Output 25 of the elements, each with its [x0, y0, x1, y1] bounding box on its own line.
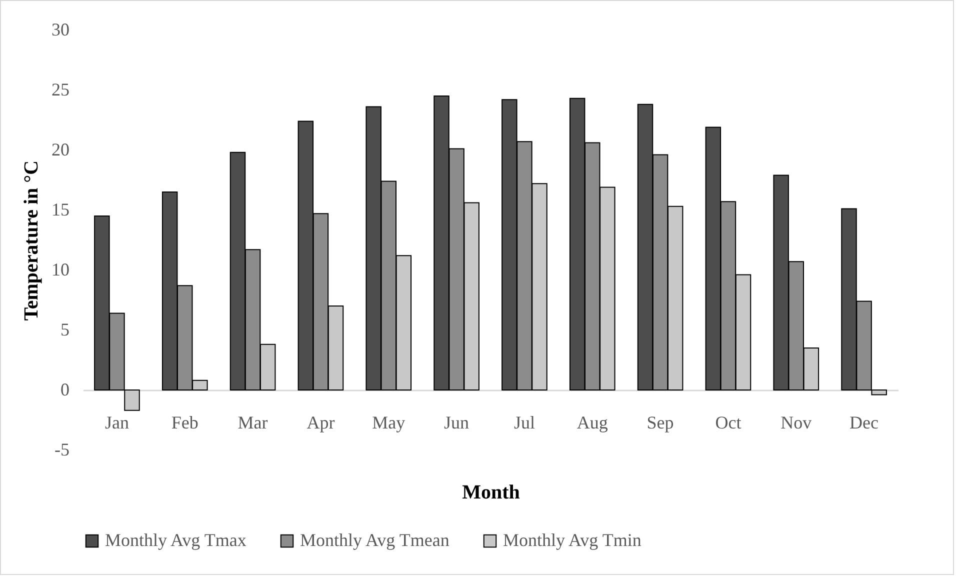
legend-label: Monthly Avg Tmin: [503, 530, 642, 550]
y-tick-label: -5: [54, 440, 70, 460]
x-tick-label: Apr: [306, 412, 335, 432]
legend-label: Monthly Avg Tmean: [300, 530, 450, 550]
legend-label: Monthly Avg Tmax: [105, 530, 246, 550]
y-tick-label: 30: [52, 20, 70, 40]
x-tick-label: Jun: [444, 412, 470, 432]
y-tick-label: 25: [52, 80, 70, 100]
x-tick-label: Nov: [780, 412, 812, 432]
x-tick-label: Jul: [514, 412, 535, 432]
x-tick-label: May: [372, 412, 406, 432]
x-tick-label: Mar: [238, 412, 268, 432]
x-tick-label: Feb: [171, 412, 198, 432]
x-tick-label: Dec: [850, 412, 879, 432]
y-tick-label: 10: [52, 260, 70, 280]
y-tick-label: 15: [52, 200, 70, 220]
y-axis-title: Temperature in °C: [20, 160, 42, 321]
x-tick-label: Jan: [104, 412, 129, 432]
y-tick-label: 5: [60, 320, 70, 340]
x-tick-label: Sep: [646, 412, 674, 432]
x-tick-label: Oct: [715, 412, 742, 432]
y-tick-label: 20: [52, 140, 70, 160]
y-tick-label: 0: [60, 380, 70, 400]
x-tick-label: Aug: [576, 412, 608, 432]
x-axis-title: Month: [462, 482, 520, 504]
